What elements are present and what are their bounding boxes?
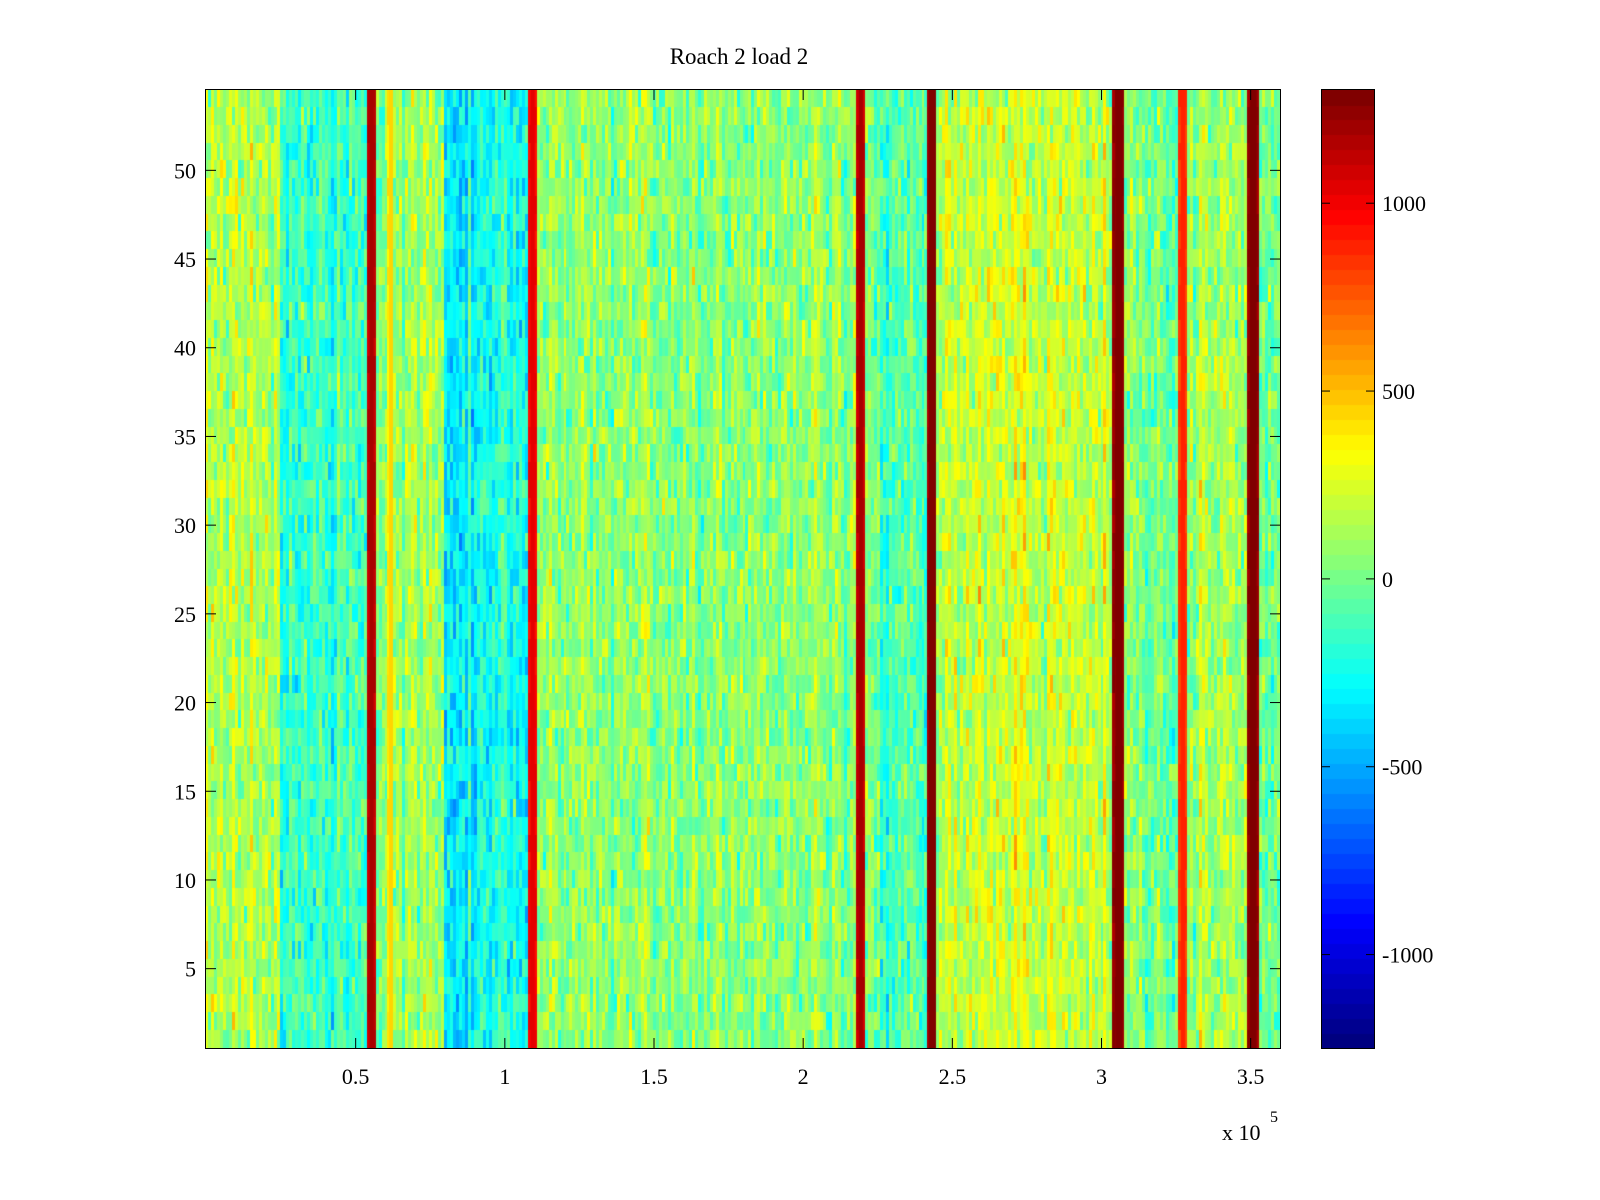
- x-tick-label: 3: [1096, 1064, 1107, 1089]
- y-tick-label: 10: [174, 868, 196, 893]
- plot-frame: [205, 89, 1281, 1049]
- colorbar-tick-label: -1000: [1382, 943, 1433, 968]
- y-tick-label: 25: [174, 602, 196, 627]
- x-tick-label: 3.5: [1237, 1064, 1265, 1089]
- colorbar-tick-label: 0: [1382, 567, 1393, 592]
- x-exponent-label: x 10: [1222, 1120, 1261, 1145]
- chart-title: Roach 2 load 2: [670, 44, 809, 69]
- y-tick-label: 50: [174, 158, 196, 183]
- colorbar-ticks: 1000 500 0 -500 -1000: [1322, 191, 1433, 968]
- heatmap-plot-area: 0.5 1 1.5 2 2.5 3 3.5 5 10 15 20 25 30 35 40 45 50 x 10…: [174, 89, 1281, 1145]
- y-tick-label: 45: [174, 247, 196, 272]
- x-tick-label: 0.5: [342, 1064, 370, 1089]
- colorbar-tick-label: 1000: [1382, 191, 1426, 216]
- colorbar-tick-label: -500: [1382, 755, 1422, 780]
- y-axis: 5 10 15 20 25 30 35 40 45 50: [174, 158, 1280, 982]
- y-tick-label: 35: [174, 424, 196, 449]
- heatmap-image: [206, 90, 1280, 1048]
- colorbar-tick-label: 500: [1382, 379, 1415, 404]
- x-tick-label: 2: [798, 1064, 809, 1089]
- x-exponent: x 10 5: [1222, 1109, 1278, 1145]
- y-tick-label: 5: [185, 957, 196, 982]
- x-axis: 0.5 1 1.5 2 2.5 3 3.5: [342, 90, 1265, 1089]
- colorbar-frame: [1321, 89, 1375, 1049]
- x-tick-label: 1: [499, 1064, 510, 1089]
- colorbar-image: [1322, 90, 1374, 1048]
- y-tick-label: 40: [174, 336, 196, 361]
- x-exponent-power: 5: [1270, 1109, 1278, 1126]
- y-tick-label: 30: [174, 513, 196, 538]
- x-tick-label: 2.5: [939, 1064, 967, 1089]
- colorbar: 1000 500 0 -500 -1000: [1321, 89, 1433, 1049]
- y-tick-label: 20: [174, 691, 196, 716]
- x-tick-label: 1.5: [640, 1064, 668, 1089]
- y-tick-label: 15: [174, 779, 196, 804]
